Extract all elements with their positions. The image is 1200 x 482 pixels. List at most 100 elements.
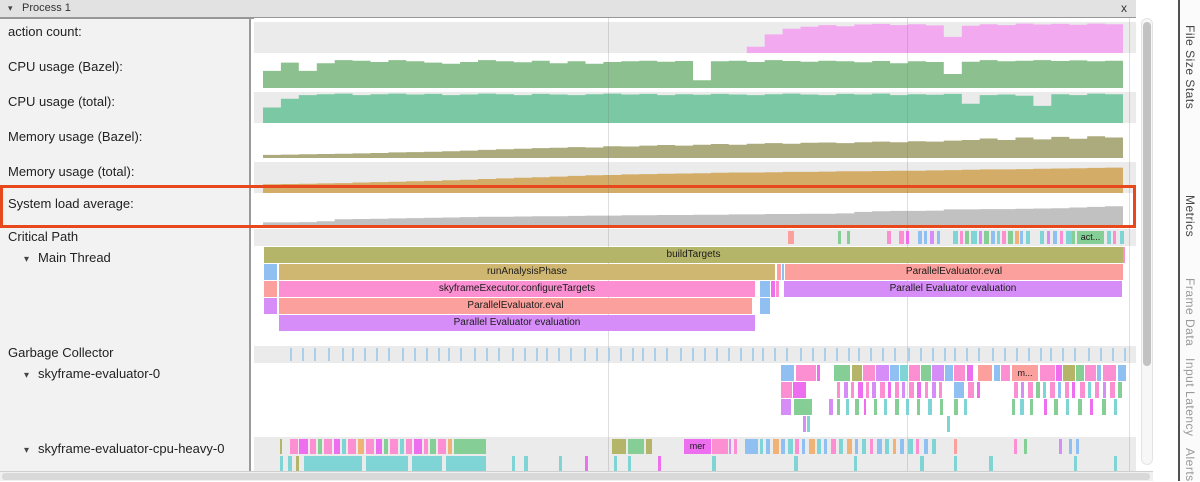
trace-event — [979, 231, 982, 244]
trace-event — [524, 456, 528, 471]
sidebar-tab-frame-data[interactable]: Frame Data — [1183, 278, 1197, 347]
trace-event — [264, 281, 277, 297]
trace-event — [855, 399, 859, 415]
trace-event — [967, 365, 973, 381]
trace-event-labeled[interactable]: skyframeExecutor.configureTargets — [279, 281, 755, 297]
trace-event — [1078, 399, 1082, 415]
trace-event — [1103, 382, 1106, 398]
track-label-text: skyframe-evaluator-0 — [38, 366, 161, 381]
trace-event — [745, 439, 758, 454]
trace-event — [1036, 382, 1040, 398]
trace-event — [921, 365, 931, 381]
gc-tick — [558, 348, 560, 361]
trace-event — [1123, 247, 1125, 263]
collapse-arrow-icon[interactable]: ▾ — [24, 370, 30, 381]
track-label-text: CPU usage (total): — [8, 94, 115, 109]
trace-event — [954, 439, 957, 454]
trace-event — [760, 439, 763, 454]
gc-tick — [486, 348, 488, 361]
trace-event — [854, 456, 857, 471]
trace-event — [1113, 231, 1116, 244]
gc-tick — [512, 348, 514, 361]
vertical-scrollbar-thumb[interactable] — [1143, 22, 1151, 366]
horizontal-scrollbar[interactable] — [0, 471, 1153, 481]
gc-tick — [536, 348, 538, 361]
trace-event — [1026, 231, 1030, 244]
collapse-arrow-icon[interactable]: ▾ — [24, 254, 30, 265]
gc-tick — [376, 348, 378, 361]
trace-event — [908, 439, 913, 454]
trace-event — [890, 365, 899, 381]
sidebar-tab-alerts[interactable]: Alerts — [1183, 448, 1197, 482]
trace-event-labeled[interactable]: buildTargets — [264, 247, 1123, 263]
trace-event — [390, 439, 398, 454]
trace-event-labeled[interactable]: act... — [1077, 231, 1104, 244]
collapse-arrow-icon[interactable]: ▾ — [24, 445, 30, 456]
gc-tick — [314, 348, 316, 361]
trace-event-labeled[interactable]: m... — [1012, 365, 1038, 381]
gc-tick — [328, 348, 330, 361]
trace-event — [928, 399, 932, 415]
trace-event — [796, 365, 816, 381]
trace-event-labeled[interactable]: ParallelEvaluator.eval — [279, 298, 752, 314]
trace-event — [965, 231, 969, 244]
gc-tick — [704, 348, 706, 361]
trace-event — [1069, 439, 1072, 454]
trace-event-labeled[interactable]: mer — [684, 439, 711, 454]
track-label-memory-usage-total: Memory usage (total): — [8, 164, 134, 179]
track-label-system-load-average: System load average: — [8, 196, 134, 211]
trace-event — [1056, 365, 1062, 381]
trace-event — [734, 439, 737, 454]
sidebar-tab-metrics[interactable]: Metrics — [1183, 195, 1197, 238]
close-icon[interactable]: x — [1121, 1, 1127, 15]
gc-tick — [364, 348, 366, 361]
trace-event — [1024, 439, 1027, 454]
trace-event — [930, 231, 934, 244]
trace-event — [1076, 365, 1084, 381]
trace-event — [1040, 365, 1055, 381]
trace-event — [876, 365, 889, 381]
track-label-action-count: action count: — [8, 24, 82, 39]
trace-event — [264, 298, 277, 314]
trace-event — [424, 439, 428, 454]
trace-event-label: m... — [1017, 368, 1033, 378]
trace-event — [1053, 231, 1057, 244]
trace-event — [264, 264, 277, 280]
trace-event — [917, 382, 921, 398]
trace-event — [954, 365, 965, 381]
trace-event — [366, 439, 374, 454]
sidebar-divider — [1178, 0, 1180, 481]
trace-event — [866, 382, 869, 398]
trace-event-labeled[interactable]: Parallel Evaluator evaluation — [784, 281, 1122, 297]
trace-event — [877, 439, 882, 454]
trace-event-labeled[interactable]: Parallel Evaluator evaluation — [279, 315, 755, 331]
trace-event — [978, 365, 992, 381]
trace-event — [991, 231, 995, 244]
gc-tick — [920, 348, 922, 361]
trace-event — [906, 399, 909, 415]
trace-event — [809, 439, 815, 454]
sidebar-tab-input-latency[interactable]: Input Latency — [1183, 358, 1197, 437]
trace-event — [1110, 382, 1115, 398]
vertical-scrollbar[interactable] — [1141, 18, 1153, 465]
trace-event — [989, 456, 993, 471]
trace-event — [895, 382, 899, 398]
track-label-skyframe-evaluator-cpu-heavy-0: ▾ skyframe-evaluator-cpu-heavy-0 — [24, 441, 224, 456]
trace-event-label: skyframeExecutor.configureTargets — [438, 283, 596, 294]
gc-tick — [966, 348, 968, 361]
trace-event-labeled[interactable]: ParallelEvaluator.eval — [785, 264, 1123, 280]
trace-event-label: mer — [689, 441, 706, 451]
gc-tick — [824, 348, 826, 361]
collapse-arrow-icon[interactable]: ▾ — [8, 3, 13, 13]
trace-event — [1014, 439, 1017, 454]
trace-event — [1097, 365, 1101, 381]
gc-tick — [1074, 348, 1076, 361]
gc-tick — [944, 348, 946, 361]
gc-tick — [800, 348, 802, 361]
gc-tick — [546, 348, 548, 361]
trace-event-labeled[interactable]: runAnalysisPhase — [279, 264, 775, 280]
sidebar-tab-file-size-stats[interactable]: File Size Stats — [1183, 25, 1197, 110]
trace-event — [1103, 365, 1116, 381]
horizontal-scrollbar-thumb[interactable] — [2, 473, 1150, 480]
trace-event — [917, 399, 920, 415]
